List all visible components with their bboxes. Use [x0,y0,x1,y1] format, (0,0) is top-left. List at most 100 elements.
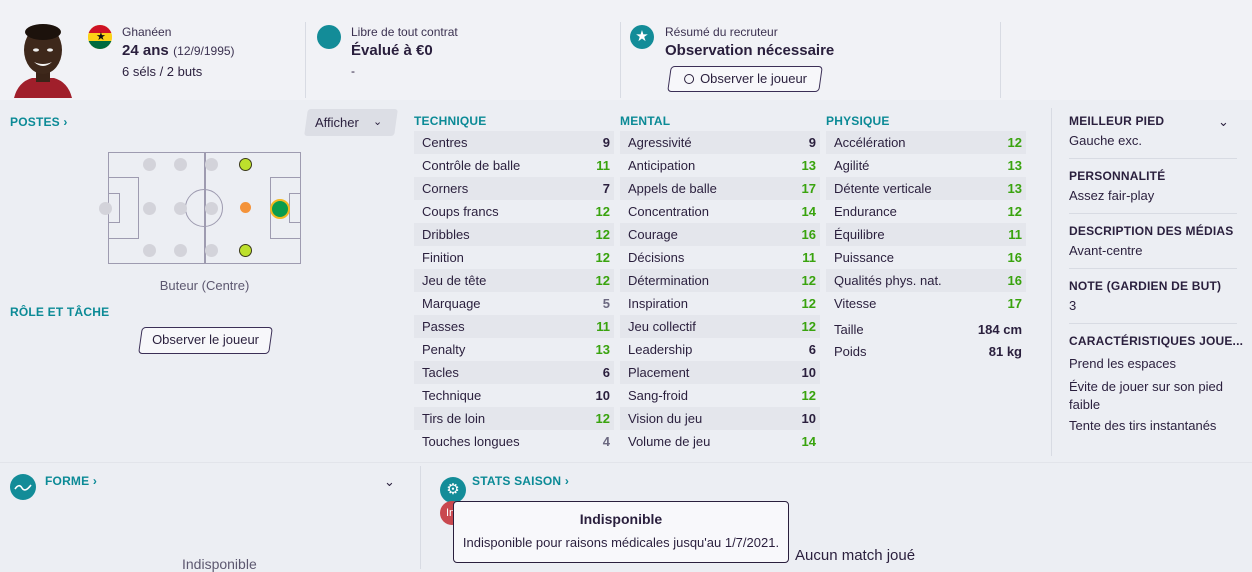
divider [0,462,1252,463]
positions-title[interactable]: POSTES › [10,115,68,129]
attribute-name: Touches longues [422,434,520,449]
attribute-row[interactable]: Anticipation 13 [620,154,820,177]
attribute-name: Agressivité [628,135,692,150]
attribute-name: Technique [422,388,482,403]
attribute-row[interactable]: Vitesse 17 [826,292,1026,315]
attribute-row[interactable]: Passes 11 [414,315,614,338]
trait-item: Prend les espaces [1069,356,1176,371]
gear-icon: ⚙ [440,477,466,503]
attribute-row[interactable]: Technique 10 [414,384,614,407]
attribute-row[interactable]: Sang-froid 12 [620,384,820,407]
attribute-row[interactable]: Finition 12 [414,246,614,269]
attribute-name: Accélération [834,135,906,150]
attribute-name: Corners [422,181,469,196]
weight-value: 81 kg [988,344,1022,359]
chevron-down-icon[interactable]: ⌄ [384,474,395,489]
attribute-row[interactable]: Centres 9 [414,131,614,154]
attribute-value: 12 [595,250,610,265]
attribute-name: Jeu de tête [422,273,487,288]
attribute-value: 10 [801,411,816,426]
attribute-name: Finition [422,250,464,265]
attribute-value: 12 [1007,135,1022,150]
attribute-row[interactable]: Dribbles 12 [414,223,614,246]
attribute-name: Inspiration [628,296,688,311]
attribute-row[interactable]: Inspiration 12 [620,292,820,315]
gk-rating-title: NOTE (GARDIEN DE BUT) [1069,279,1222,293]
attribute-name: Coups francs [422,204,499,219]
attribute-value: 12 [595,204,610,219]
observe-player-button[interactable]: Observer le joueur [138,327,273,354]
best-foot-title: MEILLEUR PIED [1069,114,1165,128]
chevron-down-icon[interactable]: ⌄ [1218,114,1229,129]
season-stats-title[interactable]: STATS SAISON › [472,474,570,488]
attribute-name: Volume de jeu [628,434,711,449]
attribute-name: Qualités phys. nat. [834,273,942,288]
attribute-value: 13 [1007,181,1022,196]
age-value: 24 ans [122,42,169,59]
attribute-name: Tirs de loin [422,411,486,426]
attribute-row[interactable]: Leadership 6 [620,338,820,361]
attribute-value: 13 [1007,158,1022,173]
position-dot [205,158,218,171]
attribute-name: Sang-froid [628,388,688,403]
attribute-row[interactable]: Marquage 5 [414,292,614,315]
attribute-name: Penalty [422,342,466,357]
attribute-row[interactable]: Accélération 12 [826,131,1026,154]
attribute-row[interactable]: Endurance 12 [826,200,1026,223]
position-dot [239,244,252,257]
attribute-value: 13 [801,158,816,173]
media-title: DESCRIPTION DES MÉDIAS [1069,224,1234,238]
attribute-row[interactable]: Détente verticale 13 [826,177,1026,200]
attribute-row[interactable]: Équilibre 11 [826,223,1026,246]
player-value: Évalué à €0 [351,42,433,59]
form-title[interactable]: FORME › [45,474,98,488]
attribute-row[interactable]: Décisions 11 [620,246,820,269]
attribute-name: Détermination [628,273,709,288]
attribute-row[interactable]: Tirs de loin 12 [414,407,614,430]
attribute-value: 12 [1007,204,1022,219]
best-foot-value: Gauche exc. [1069,133,1142,148]
injury-tooltip: Indisponible Indisponible pour raisons m… [453,501,789,563]
attribute-name: Dribbles [422,227,470,242]
attribute-value: 12 [595,273,610,288]
attribute-row[interactable]: Concentration 14 [620,200,820,223]
display-dropdown[interactable]: Afficher ⌄ [304,109,398,136]
attribute-name: Endurance [834,204,897,219]
contract-icon [317,25,341,49]
attribute-row[interactable]: Jeu de tête 12 [414,269,614,292]
attribute-row[interactable]: Appels de balle 17 [620,177,820,200]
scout-player-button[interactable]: Observer le joueur [667,66,823,92]
divider [1069,323,1237,324]
attribute-value: 12 [801,319,816,334]
attribute-row[interactable]: Qualités phys. nat. 16 [826,269,1026,292]
attribute-row[interactable]: Contrôle de balle 11 [414,154,614,177]
player-header [0,0,1252,100]
attribute-row[interactable]: Vision du jeu 10 [620,407,820,430]
attribute-value: 16 [1007,250,1022,265]
attribute-row[interactable]: Jeu collectif 12 [620,315,820,338]
attribute-row[interactable]: Agilité 13 [826,154,1026,177]
attribute-row[interactable]: Agressivité 9 [620,131,820,154]
attribute-row[interactable]: Puissance 16 [826,246,1026,269]
role-title: RÔLE ET TÂCHE [10,305,110,319]
attribute-name: Vitesse [834,296,877,311]
gk-rating-value: 3 [1069,298,1077,313]
attribute-row[interactable]: Détermination 12 [620,269,820,292]
attribute-row[interactable]: Touches longues 4 [414,430,614,453]
attribute-row[interactable]: Tacles 6 [414,361,614,384]
position-dot [143,202,156,215]
attribute-row[interactable]: Penalty 13 [414,338,614,361]
attribute-row[interactable]: Corners 7 [414,177,614,200]
attribute-value: 11 [1008,227,1022,242]
attribute-row[interactable]: Courage 16 [620,223,820,246]
attribute-row[interactable]: Placement 10 [620,361,820,384]
tooltip-text: Indisponible pour raisons médicales jusq… [462,535,780,550]
attribute-value: 10 [801,365,816,380]
attribute-row[interactable]: Coups francs 12 [414,200,614,223]
form-icon [10,474,36,500]
attribute-value: 7 [602,181,610,196]
attribute-value: 17 [1007,296,1022,311]
scout-summary: Observation nécessaire [665,42,835,59]
attribute-value: 16 [1007,273,1022,288]
attribute-row[interactable]: Volume de jeu 14 [620,430,820,453]
